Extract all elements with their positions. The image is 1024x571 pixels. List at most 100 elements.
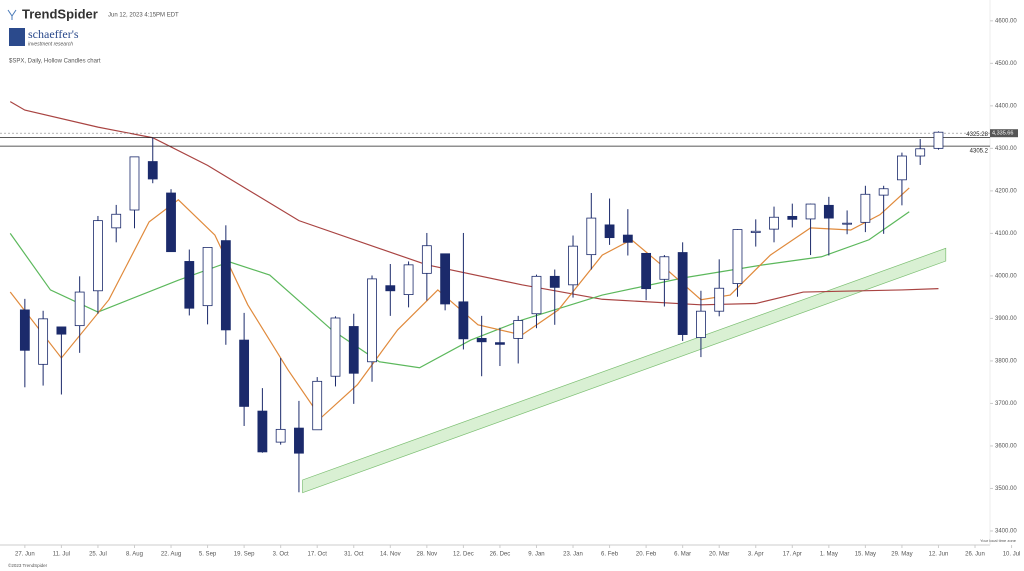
candle-body [622,234,633,243]
x-tick-label: 28. Nov [417,552,438,558]
candle-body [860,193,871,223]
candle-body [568,245,578,286]
candle-body [732,229,743,284]
x-tick-label: 6. Mar [674,552,691,558]
x-tick-label: 26. Dec [490,552,511,558]
candle-body [805,203,816,220]
candle-body [74,291,85,327]
candle-body [513,320,524,339]
y-tick-label: 3500.00 [995,486,1017,492]
x-tick-label: 20. Mar [709,552,729,558]
x-tick-label: 20. Feb [636,552,657,558]
candle-body [367,278,377,363]
candle-body [275,428,286,443]
y-tick-label: 3700.00 [995,401,1017,407]
x-tick-label: 3. Apr [748,552,764,558]
copyright: ©2023 TrendSpider [8,562,48,568]
candle-body [56,326,67,335]
candle-body [239,339,250,407]
candle-body [312,380,323,431]
x-tick-label: 23. Jan [563,552,583,558]
brand: TrendSpider [22,6,98,21]
x-tick-label: 10. Jul [1003,552,1021,558]
candle-body [915,148,926,157]
partner-logo [9,28,25,46]
candle-body [933,131,944,149]
y-tick-label: 4600.00 [995,18,1017,24]
moving-average [9,211,910,369]
y-tick-label: 3400.00 [995,529,1017,535]
y-tick-label: 4200.00 [995,188,1017,194]
last-price-label: 4,335.66 [992,131,1013,137]
candle-body [111,213,122,229]
candle-body [586,217,597,256]
x-tick-label: 29. May [891,552,912,558]
level-label: 4325.28 [966,132,988,138]
x-tick-label: 15. May [855,552,876,558]
x-tick-label: 25. Jul [89,552,107,558]
x-tick-label: 26. Jun [965,552,985,558]
candle-body [330,317,341,377]
x-tick-label: 11. Jul [53,552,70,558]
candle-body [531,275,542,315]
candle-body [604,224,615,239]
trend-channel [302,247,947,494]
candle-body [696,310,706,338]
candle-body [878,188,889,196]
candle-body [750,230,761,233]
timestamp: Jun 12, 2023 4:15PM EDT [108,13,179,19]
x-tick-label: 22. Aug [161,552,181,558]
x-tick-label: 14. Nov [380,552,401,558]
candle-body [823,204,834,219]
candle-body [385,285,396,292]
candle-body [184,261,195,309]
y-tick-label: 4300.00 [995,146,1017,152]
partner: schaeffer's [28,27,79,41]
x-tick-label: 19. Sep [234,552,255,558]
candle-body [403,264,414,296]
candle-body [129,156,140,211]
x-tick-label: 5. Sep [199,552,217,558]
candle-body [549,275,560,288]
candle-body [787,215,798,220]
candle-body [19,309,30,351]
candle-body [714,287,725,312]
candle-body [294,427,304,454]
y-tick-label: 3900.00 [995,316,1017,322]
chart-label: $SPX, Daily, Hollow Candles chart [9,59,101,65]
candle-body [220,240,231,331]
y-tick-label: 4400.00 [995,103,1017,109]
last-price-box [990,129,1018,138]
candle-body [440,253,451,305]
x-tick-label: 17. Apr [783,552,802,558]
x-tick-label: 8. Aug [126,552,143,558]
moving-average [9,101,939,306]
x-tick-label: 9. Jan [528,552,544,558]
timezone: Your local time zone [980,538,1017,543]
candle-body [458,301,469,340]
candle-body [641,252,652,290]
candle-body [897,155,907,181]
x-tick-label: 17. Oct [308,552,328,558]
candle-body [769,216,779,230]
candle-body [495,342,505,345]
candle-body [202,247,213,307]
x-tick-label: 6. Feb [601,552,619,558]
candle-body [659,256,670,280]
candle-body [677,252,688,335]
y-tick-label: 3800.00 [995,359,1017,365]
level-label: 4305.2 [970,149,989,155]
candle-body [842,222,853,225]
x-tick-label: 27. Jun [15,552,35,558]
candle-body [147,161,158,180]
candle-body [38,318,49,365]
y-tick-label: 4100.00 [995,231,1017,237]
x-tick-label: 1. May [820,552,838,558]
candle-body [421,245,432,274]
partner-tagline: investment research [28,41,73,47]
candle-body [348,326,359,374]
candle-body [93,220,103,292]
candle-body [257,410,268,453]
x-tick-label: 31. Oct [344,552,364,558]
